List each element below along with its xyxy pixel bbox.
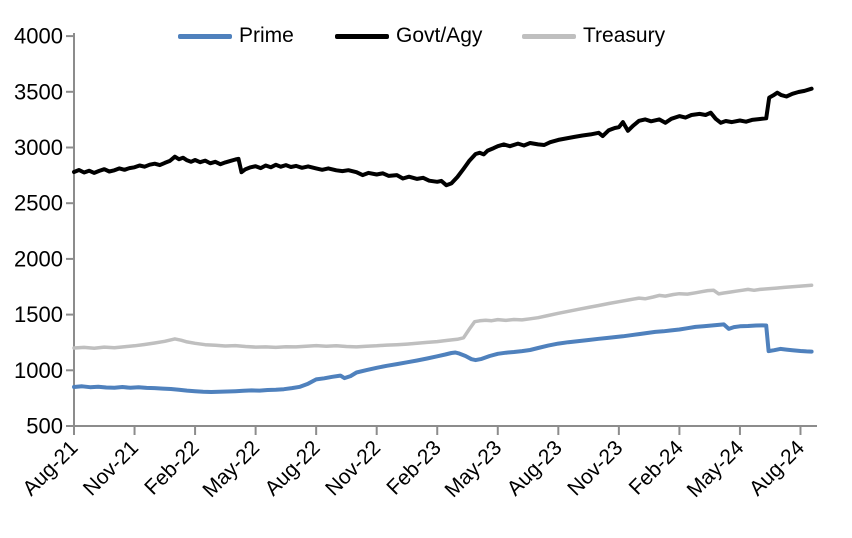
legend-item-govt-agy: Govt/Agy	[335, 24, 482, 48]
axis-lines	[73, 33, 817, 427]
y-axis-label: 2000	[14, 246, 63, 271]
treasury-line-swatch-icon	[522, 33, 576, 39]
x-axis-label: May-24	[683, 436, 749, 502]
series-line-treasury	[72, 283, 814, 350]
y-axis-label: 3000	[14, 135, 63, 160]
x-axis-label: Aug-24	[745, 436, 809, 500]
x-axis-label: May-22	[198, 436, 264, 502]
prime-line-swatch-icon	[178, 33, 232, 39]
x-axis-label: Aug-22	[261, 436, 325, 500]
x-axis-label: Feb-23	[382, 436, 445, 499]
y-axis-label: 1500	[14, 302, 63, 327]
legend-label-treasury: Treasury	[583, 24, 666, 47]
y-axis-label: 500	[26, 414, 63, 439]
series-line-prime	[72, 322, 814, 394]
govt-agy-line-swatch-icon	[335, 33, 389, 39]
series-line-govt-agy	[72, 86, 814, 188]
x-axis-label: Nov-22	[321, 436, 385, 500]
x-axis-label: May-23	[441, 436, 507, 502]
y-axis-label: 1000	[14, 358, 63, 383]
x-axis-label: Aug-21	[18, 436, 82, 500]
x-axis-label: Feb-24	[625, 436, 689, 500]
x-axis-label: Nov-23	[563, 436, 627, 500]
legend-label-prime: Prime	[239, 24, 294, 47]
x-axis-label: Aug-23	[503, 436, 567, 500]
x-axis-label: Nov-21	[79, 436, 143, 500]
y-axis-label: 2500	[14, 191, 63, 216]
x-axis-label: Feb-22	[140, 436, 203, 499]
y-axis-label: 4000	[14, 24, 63, 49]
y-axis-label: 3500	[14, 79, 63, 104]
legend-label-govt-agy: Govt/Agy	[396, 24, 483, 47]
legend-item-treasury: Treasury	[522, 24, 665, 48]
legend-item-prime: Prime	[178, 24, 294, 48]
